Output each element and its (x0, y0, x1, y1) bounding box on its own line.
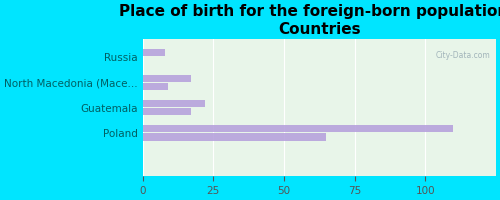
Text: City-Data.com: City-Data.com (436, 51, 490, 60)
Bar (142, 133, 326, 141)
Bar (142, 100, 205, 107)
Title: Place of birth for the foreign-born population -
Countries: Place of birth for the foreign-born popu… (119, 4, 500, 37)
Bar (142, 108, 190, 115)
Bar (142, 83, 168, 90)
Bar (142, 75, 190, 82)
Bar (142, 49, 166, 56)
Bar (142, 125, 454, 132)
